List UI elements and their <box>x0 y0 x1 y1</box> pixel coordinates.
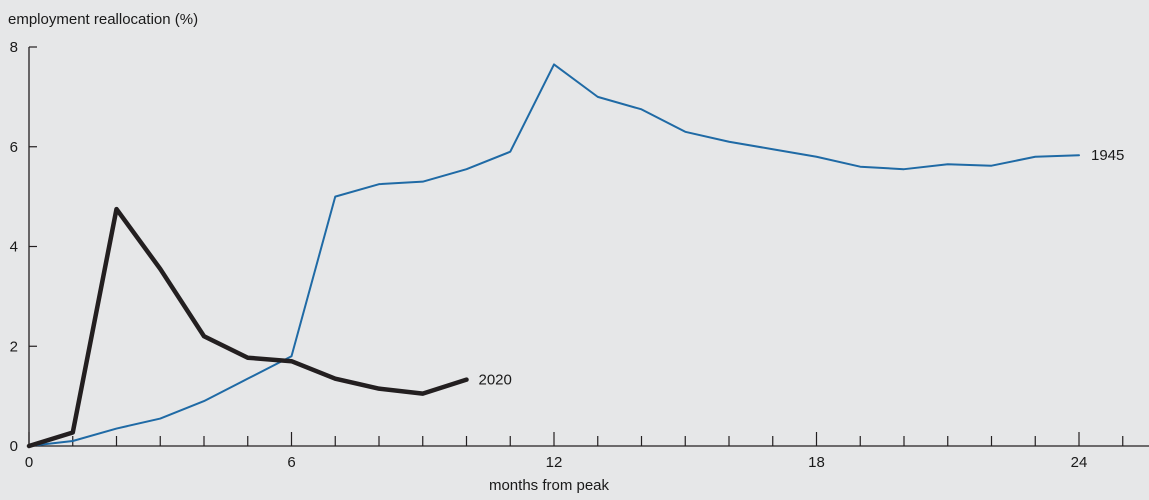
y-tick-label: 6 <box>10 139 18 156</box>
x-tick-label: 6 <box>287 454 295 471</box>
x-tick-label: 24 <box>1071 454 1088 471</box>
series-group: 1945 2020 <box>26 63 1124 449</box>
series-line-1945 <box>28 63 1080 447</box>
y-tick-label: 8 <box>10 39 18 56</box>
y-tick-label: 2 <box>10 338 18 355</box>
series-label-2020: 2020 <box>479 372 512 389</box>
x-tick-label: 18 <box>808 454 825 471</box>
x-tick-label: 12 <box>546 454 563 471</box>
y-axis-title: employment reallocation (%) <box>8 11 198 28</box>
series-label-1945: 1945 <box>1091 147 1124 164</box>
series-line-2020 <box>26 206 469 449</box>
y-tick-label: 0 <box>10 438 18 455</box>
x-axis-title: months from peak <box>489 477 610 494</box>
x-tick-label: 0 <box>25 454 33 471</box>
y-tick-label: 4 <box>10 239 18 256</box>
